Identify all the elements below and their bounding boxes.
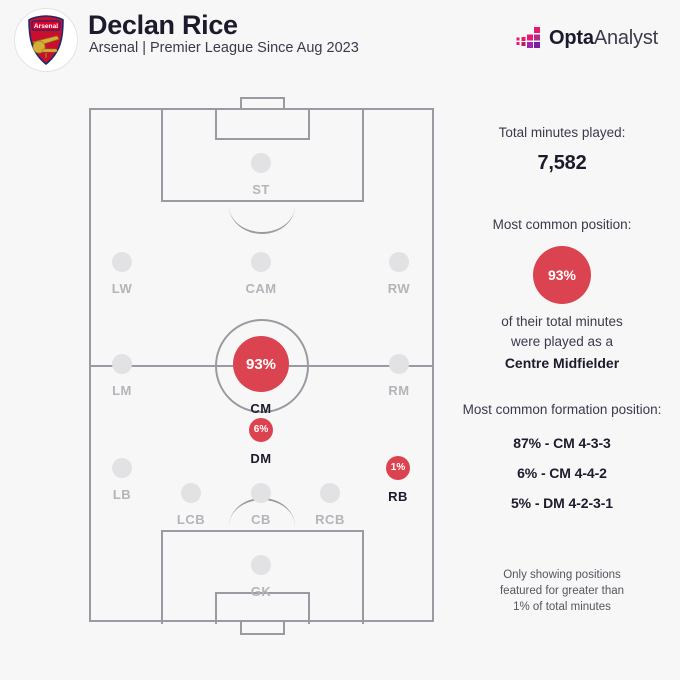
goal-top <box>240 97 285 110</box>
position-label-dm: DM <box>250 451 272 466</box>
position-dot-lw <box>112 252 132 272</box>
position-label-rw: RW <box>387 281 411 296</box>
formation-item-1: 87% - CM 4-3-3 <box>513 435 611 451</box>
opta-pixel-mark-icon <box>516 27 541 48</box>
position-label-cb: CB <box>251 512 271 527</box>
player-name: Declan Rice <box>88 10 238 40</box>
position-label-cm: CM <box>250 401 272 416</box>
position-label-lw: LW <box>111 281 133 296</box>
svg-text:Arsenal: Arsenal <box>34 23 58 30</box>
position-dot-st <box>251 153 271 173</box>
centre-circle <box>215 319 309 413</box>
position-label-lm: LM <box>112 383 132 398</box>
position-label-rb: RB <box>388 489 408 504</box>
goal-bottom <box>240 622 285 635</box>
position-dot-lm <box>112 354 132 374</box>
position-dot-gk <box>251 555 271 575</box>
formation-caption: Most common formation position: <box>462 402 662 417</box>
player-subtitle: Arsenal | Premier League Since Aug 2023 <box>89 40 359 56</box>
position-value-rb: 1% <box>386 456 410 480</box>
position-label-rcb: RCB <box>315 512 345 527</box>
penalty-arc-top <box>229 200 295 234</box>
common-position-percent: 93% <box>533 246 591 304</box>
position-dot-lcb <box>181 483 201 503</box>
common-position-caption: Most common position: <box>492 217 632 232</box>
position-label-st: ST <box>252 182 270 197</box>
position-value-dm: 6% <box>249 418 273 442</box>
position-dot-rw <box>389 252 409 272</box>
header: Arsenal Declan Rice Arsenal | Premier Le… <box>0 0 680 88</box>
goal-box-top <box>215 108 310 140</box>
position-label-cam: CAM <box>245 281 277 296</box>
opta-wordmark: OptaAnalyst <box>549 27 658 50</box>
position-dot-rm <box>389 354 409 374</box>
opta-word-bold: Opta <box>549 26 594 49</box>
position-label-lb: LB <box>112 487 132 502</box>
opta-word-light: Analyst <box>593 26 658 49</box>
position-value-cm: 93% <box>233 336 289 392</box>
formation-item-2: 6% - CM 4-4-2 <box>517 465 607 481</box>
stats-panel: Total minutes played: 7,582 Most common … <box>444 108 680 648</box>
goal-box-bottom <box>215 592 310 624</box>
formation-item-3: 5% - DM 4-2-3-1 <box>511 495 613 511</box>
total-minutes-value: 7,582 <box>537 152 587 174</box>
opta-analyst-logo: OptaAnalyst <box>516 24 658 52</box>
footnote-line-3: 1% of total minutes <box>513 601 611 613</box>
common-position-name: Centre Midfielder <box>504 355 620 371</box>
position-label-rm: RM <box>388 383 410 398</box>
position-label-lcb: LCB <box>176 512 206 527</box>
common-position-line-2: were played as a <box>510 334 614 349</box>
common-position-line-1: of their total minutes <box>501 314 623 329</box>
crest-svg: Arsenal <box>15 9 77 71</box>
footnote-line-2: featured for greater than <box>499 585 625 597</box>
position-label-gk: GK <box>250 584 272 599</box>
position-dot-cb <box>251 483 271 503</box>
arsenal-crest-icon: Arsenal <box>14 8 78 72</box>
position-dot-lb <box>112 458 132 478</box>
common-position-badge: 93% <box>444 246 680 304</box>
position-dot-rcb <box>320 483 340 503</box>
total-minutes-caption: Total minutes played: <box>498 125 626 140</box>
position-dot-cam <box>251 252 271 272</box>
footnote-line-1: Only showing positions <box>503 569 621 581</box>
